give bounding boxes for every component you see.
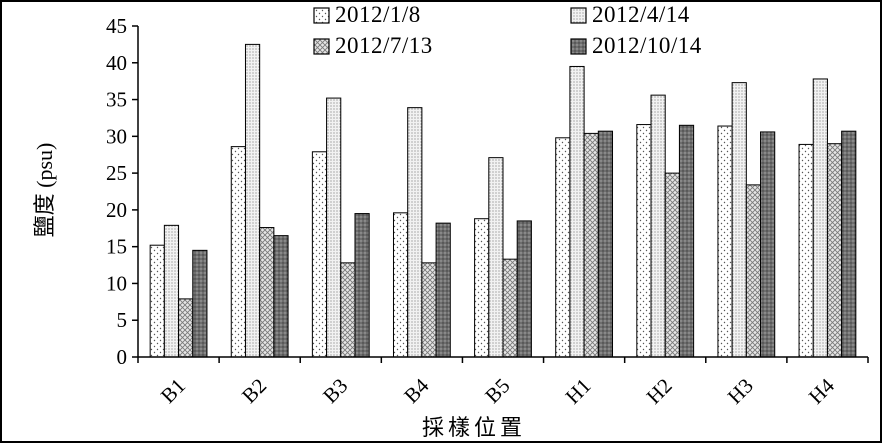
bar-H3-series-2 [731,82,747,358]
bar-B1-series-4 [192,249,208,358]
bar-H2-series-1 [636,124,652,358]
bar-H4-series-3 [826,143,843,358]
bar-B2-series-2 [244,43,261,358]
x-axis-title: 採樣位置 [422,415,526,440]
bar-H3-series-4 [760,131,776,358]
y-tick-label: 10 [106,271,127,295]
y-axis-title: 鹽度 (psu) [32,143,57,238]
bar-H1-series-4 [597,130,614,358]
bar-B3-series-1 [311,151,328,358]
legend-label: 2012/7/13 [335,33,433,58]
bar-H1-series-1 [555,137,571,358]
legend-swatch [570,7,587,24]
legend-label: 2012/4/14 [592,2,690,27]
bar-H1-series-3 [583,132,599,358]
bar-H4-series-2 [812,78,828,358]
bar-B2-series-3 [259,227,275,358]
y-tick-label: 35 [106,88,127,112]
y-tick-label: 40 [106,51,127,75]
bar-B4-series-4 [435,222,451,358]
axes-group [137,26,868,358]
bar-B3-series-4 [354,213,370,358]
bar-H1-series-2 [569,65,585,358]
y-tick-label: 15 [106,235,127,259]
bar-B4-series-1 [392,212,409,358]
legend-label: 2012/1/8 [335,2,421,27]
bar-B2-series-1 [230,146,246,358]
legend-swatch [570,38,587,55]
bar-H4-series-1 [798,143,814,358]
legend-swatch [313,38,330,55]
bar-B5-series-4 [516,220,532,358]
y-tick-label: 20 [106,198,127,222]
bar-B1-series-2 [163,224,180,358]
legend: 2012/1/8 2012/4/14 2012/7/13 2012/10/14 [313,2,702,58]
bar-B1-series-1 [149,244,165,358]
bar-H2-series-2 [650,94,666,358]
y-tick-label: 0 [117,345,128,369]
bar-B5-series-1 [474,218,490,358]
bar-B4-series-2 [407,107,423,358]
y-tick-label: 45 [106,14,127,38]
bars-group [149,43,857,358]
bar-B1-series-3 [178,298,194,358]
bar-B5-series-2 [488,157,504,358]
y-tick-label: 30 [106,124,127,148]
bar-H4-series-4 [841,130,857,358]
bar-B4-series-3 [421,262,437,358]
legend-label: 2012/10/14 [592,33,702,58]
bar-H2-series-3 [664,172,680,358]
legend-swatch [313,7,330,24]
bar-B3-series-3 [340,262,356,358]
bar-H3-series-3 [745,184,762,358]
y-ticks-group: 0 5 10 15 20 25 30 35 40 45 [106,14,138,369]
y-tick-label: 5 [117,308,128,332]
bar-B3-series-2 [326,97,342,358]
bar-B2-series-4 [273,235,289,358]
y-tick-label: 25 [106,161,127,185]
bar-H3-series-1 [717,125,733,358]
bar-H2-series-4 [678,124,695,358]
bar-B5-series-3 [502,258,518,358]
